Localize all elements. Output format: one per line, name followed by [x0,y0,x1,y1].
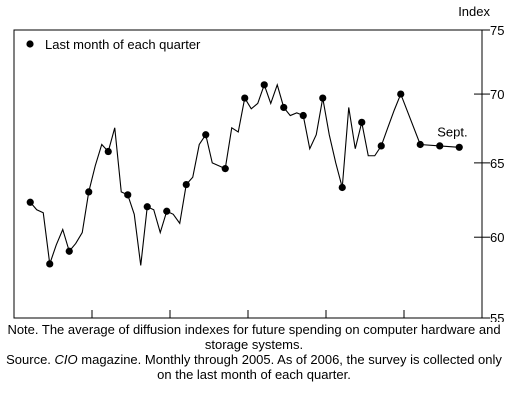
quarter-marker [455,143,463,151]
source: Source. CIO magazine. Monthly through 20… [4,352,504,382]
quarter-marker [85,188,93,196]
quarter-marker [65,247,73,255]
quarter-marker [397,90,405,98]
index-line [29,83,460,266]
y-tick-label: 65 [490,156,504,171]
y-tick-label: 60 [490,230,504,245]
quarter-marker [358,118,366,126]
source-lead: Source. [6,352,51,367]
x-tick-label: 2004 [249,321,278,322]
legend-label: Last month of each quarter [45,37,201,52]
quarter-marker [436,142,444,150]
notes: Note. The average of diffusion indexes f… [4,322,504,382]
quarter-marker [104,147,112,156]
quarter-marker [338,183,346,192]
x-tick-label: 2005 [327,321,356,322]
quarter-marker [182,180,190,189]
y-axis-label: Index [458,4,490,19]
x-tick-label: 2006 [405,321,434,322]
quarter-marker [260,81,268,89]
quarter-marker [280,103,288,112]
annotation: Sept. [437,124,467,139]
chart: Index 55 60 65 70 75 2001 2002 2003 2004 2005 2006… [13,4,504,322]
quarter-marker [241,94,249,102]
y-tick-label: 70 [490,87,504,102]
quarter-marker [299,111,307,120]
quarter-marker [163,207,171,215]
x-tick-label: 2001 [15,321,44,322]
source-italic: CIO [54,352,78,367]
quarter-marker [202,131,210,139]
x-tick-label: 2002 [93,321,122,322]
x-tick-label: 2003 [171,321,200,322]
y-tick-label: 55 [490,311,504,322]
plot-frame [13,29,483,319]
legend-marker [26,40,34,48]
quarter-marker [221,165,229,173]
quarter-marker [416,140,424,149]
source-rest: magazine. Monthly through 2005. As of 20… [81,352,502,382]
quarter-marker [46,260,54,268]
quarter-marker [124,191,132,199]
quarter-marker [26,198,34,206]
note: Note. The average of diffusion indexes f… [7,322,501,352]
quarter-marker [319,94,327,102]
y-tick-label: 75 [490,23,504,38]
quarter-marker [377,142,385,150]
quarter-marker [143,203,151,211]
